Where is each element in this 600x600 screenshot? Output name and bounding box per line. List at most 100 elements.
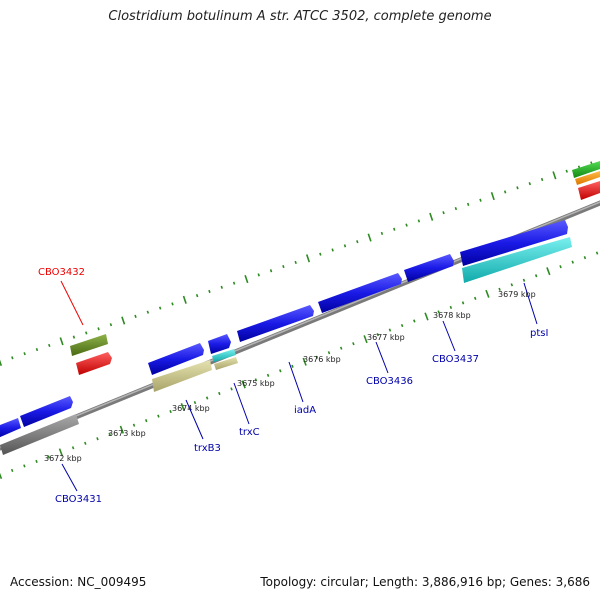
major-tick	[363, 335, 368, 344]
gene-label-iada[interactable]: iadA	[294, 405, 316, 416]
cds-forward[interactable]	[0, 418, 21, 438]
minor-tick	[72, 335, 76, 339]
minor-tick	[461, 301, 465, 305]
major-tick	[182, 295, 187, 304]
cds-forward[interactable]	[237, 305, 314, 342]
minor-tick	[534, 274, 538, 278]
gene-label-cbo3432[interactable]: CBO3432	[38, 267, 85, 278]
cds-orange[interactable]	[575, 171, 600, 185]
cds-forward[interactable]	[404, 254, 454, 282]
minor-tick	[449, 305, 453, 310]
cds-green[interactable]	[572, 161, 600, 178]
minor-tick	[380, 231, 384, 235]
minor-tick	[132, 423, 136, 427]
cds-forward[interactable]	[148, 343, 204, 375]
minor-tick	[583, 256, 587, 260]
minor-tick	[157, 414, 160, 418]
minor-tick	[540, 177, 544, 182]
minor-tick	[565, 169, 568, 173]
minor-tick	[158, 306, 162, 310]
inner-tick-row	[0, 251, 599, 480]
cds-gray[interactable]	[0, 414, 79, 455]
accession-text: Accession: NC_009495	[10, 575, 147, 589]
leader-line	[60, 280, 84, 326]
gene-label-cbo3436[interactable]: CBO3436	[366, 376, 413, 387]
minor-tick	[503, 190, 507, 194]
minor-tick	[134, 314, 137, 318]
cds-cyan[interactable]	[462, 237, 572, 283]
major-tick	[58, 448, 64, 457]
reverse-strand-features	[0, 237, 572, 455]
minor-tick	[510, 283, 514, 287]
cds-cyan[interactable]	[212, 349, 236, 362]
cds-forward[interactable]	[208, 334, 231, 354]
minor-tick	[319, 252, 322, 256]
major-tick	[367, 233, 372, 242]
minor-tick	[205, 396, 209, 400]
gene-label-ptsi[interactable]: ptsI	[530, 328, 548, 339]
minor-tick	[417, 219, 421, 223]
ruler-labels: 3672 kbp 3673 kbp 3674 kbp 3675 kbp 3676…	[44, 290, 536, 463]
minor-tick	[559, 265, 562, 269]
tick-label: 3673 kbp	[108, 429, 146, 438]
minor-tick	[388, 328, 392, 332]
minor-tick	[171, 302, 174, 306]
cds-forward[interactable]	[20, 396, 73, 427]
leader-line	[61, 463, 78, 492]
minor-tick	[169, 410, 172, 414]
leader-line	[288, 361, 304, 403]
minor-tick	[339, 346, 343, 350]
minor-tick	[474, 296, 477, 300]
outer-tick-row	[0, 161, 593, 367]
gene-label-cbo3437[interactable]: CBO3437	[432, 354, 479, 365]
minor-tick	[442, 211, 445, 215]
major-tick	[552, 171, 557, 180]
leader-line	[523, 282, 538, 325]
minor-tick	[71, 446, 75, 450]
cds-khaki[interactable]	[214, 357, 238, 370]
minor-tick	[23, 464, 26, 468]
gene-labels: CBO3432 CBO3431 trxB3 trxC iadA CBO3436 …	[38, 267, 548, 505]
minor-tick	[146, 310, 150, 314]
cds-forward[interactable]	[318, 273, 402, 313]
leader-lines	[60, 280, 538, 492]
minor-tick	[291, 364, 294, 368]
minor-tick	[279, 369, 282, 373]
minor-tick	[35, 459, 38, 464]
minor-tick	[413, 319, 416, 323]
gene-label-cbo3431[interactable]: CBO3431	[55, 494, 102, 505]
minor-tick	[400, 323, 404, 328]
minor-tick	[454, 206, 458, 211]
minor-tick	[85, 331, 88, 335]
major-tick	[180, 403, 185, 412]
minor-tick	[393, 227, 396, 231]
cds-red[interactable]	[578, 181, 600, 200]
minor-tick	[595, 251, 599, 255]
cds-khaki[interactable]	[152, 360, 212, 392]
minor-tick	[516, 186, 519, 190]
tick-label: 3676 kbp	[303, 355, 341, 364]
minor-tick	[96, 437, 99, 441]
gene-label-trxc[interactable]: trxC	[239, 427, 260, 438]
cds-forward[interactable]	[460, 220, 568, 266]
gene-label-trxb3[interactable]: trxB3	[194, 443, 221, 454]
genome-summary-text: Topology: circular; Length: 3,886,916 bp…	[260, 575, 590, 589]
cds-red[interactable]	[76, 352, 112, 375]
minor-tick	[466, 202, 470, 206]
minor-tick	[315, 355, 319, 359]
minor-tick	[405, 223, 408, 227]
minor-tick	[47, 455, 50, 459]
tick-label: 3679 kbp	[498, 290, 536, 299]
tick-label: 3675 kbp	[237, 379, 275, 388]
minor-tick	[294, 260, 297, 265]
minor-tick	[528, 182, 531, 186]
minor-tick	[220, 285, 223, 289]
major-tick	[0, 472, 3, 480]
major-tick	[546, 267, 551, 276]
minor-tick	[343, 244, 347, 248]
cds-olive[interactable]	[70, 334, 108, 356]
minor-tick	[269, 269, 273, 273]
minor-tick	[10, 468, 14, 473]
minor-tick	[254, 378, 258, 382]
minor-tick	[327, 351, 331, 355]
